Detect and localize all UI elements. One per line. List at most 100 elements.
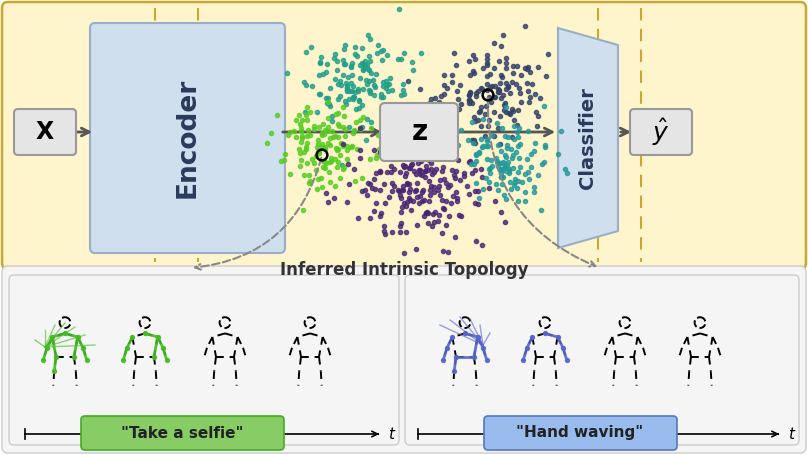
Point bbox=[340, 147, 353, 154]
Point bbox=[148, 353, 161, 360]
Point bbox=[419, 167, 431, 174]
Point bbox=[322, 95, 335, 102]
Point bbox=[366, 185, 379, 192]
Point bbox=[522, 87, 535, 95]
Point bbox=[539, 330, 552, 337]
Point bbox=[481, 56, 494, 63]
Point bbox=[485, 157, 498, 164]
Point bbox=[361, 179, 374, 187]
Point bbox=[477, 115, 490, 122]
Point bbox=[484, 164, 497, 172]
Point bbox=[496, 173, 509, 180]
Point bbox=[336, 124, 349, 131]
Point bbox=[414, 156, 427, 163]
Point bbox=[519, 23, 532, 30]
Point bbox=[331, 66, 344, 73]
Point bbox=[356, 66, 369, 73]
Point bbox=[506, 154, 519, 162]
Point bbox=[440, 197, 452, 205]
Point bbox=[337, 71, 350, 78]
Point bbox=[381, 168, 393, 175]
Point bbox=[345, 87, 358, 94]
Point bbox=[363, 78, 376, 85]
Point bbox=[522, 176, 535, 183]
Point bbox=[415, 188, 428, 196]
Point bbox=[433, 98, 446, 106]
Point bbox=[482, 165, 495, 172]
Point bbox=[296, 116, 309, 124]
Point bbox=[419, 167, 431, 174]
Point bbox=[353, 96, 366, 104]
Point bbox=[323, 168, 336, 175]
Point bbox=[535, 161, 548, 168]
Point bbox=[314, 91, 327, 98]
Point bbox=[471, 334, 484, 341]
Point bbox=[325, 154, 338, 162]
Point bbox=[416, 143, 429, 150]
Point bbox=[310, 167, 323, 174]
Point bbox=[300, 49, 313, 56]
Point bbox=[331, 159, 344, 166]
Point bbox=[271, 112, 284, 119]
Point bbox=[503, 169, 516, 177]
Point bbox=[345, 60, 358, 67]
Point bbox=[500, 65, 513, 72]
Point bbox=[395, 187, 408, 194]
Point bbox=[284, 170, 297, 177]
Point bbox=[354, 124, 367, 131]
Point bbox=[373, 167, 386, 175]
Point bbox=[499, 108, 512, 116]
Point bbox=[464, 157, 477, 165]
Point bbox=[274, 157, 287, 164]
Point bbox=[463, 190, 476, 197]
Point bbox=[77, 344, 90, 351]
Point bbox=[481, 155, 494, 162]
FancyBboxPatch shape bbox=[630, 109, 692, 155]
Point bbox=[451, 156, 464, 163]
Point bbox=[498, 161, 511, 168]
Point bbox=[426, 144, 439, 151]
Point bbox=[303, 108, 316, 116]
Point bbox=[339, 125, 351, 132]
Point bbox=[315, 174, 328, 182]
Point bbox=[464, 89, 477, 96]
Point bbox=[397, 101, 410, 109]
Point bbox=[310, 186, 323, 193]
Point bbox=[362, 87, 375, 94]
Point bbox=[417, 186, 430, 193]
Point bbox=[528, 139, 541, 147]
Point bbox=[554, 127, 567, 135]
Point bbox=[497, 191, 510, 198]
Point bbox=[524, 68, 537, 75]
Point bbox=[503, 168, 516, 175]
Point bbox=[347, 95, 360, 102]
Point bbox=[511, 133, 524, 141]
Point bbox=[381, 51, 393, 59]
Point bbox=[446, 167, 459, 174]
Point bbox=[329, 182, 342, 190]
Point bbox=[428, 208, 441, 216]
Point bbox=[498, 106, 511, 114]
Point bbox=[344, 144, 357, 151]
Point bbox=[337, 142, 350, 150]
Point bbox=[299, 146, 312, 153]
Point bbox=[504, 146, 517, 153]
Point bbox=[480, 61, 493, 69]
Point bbox=[422, 209, 435, 217]
Point bbox=[480, 59, 493, 66]
Point bbox=[479, 143, 492, 150]
Point bbox=[420, 209, 433, 217]
Point bbox=[423, 157, 436, 164]
Point bbox=[448, 233, 461, 241]
Point bbox=[410, 187, 423, 194]
Point bbox=[347, 126, 360, 134]
Point bbox=[479, 132, 492, 139]
Point bbox=[332, 121, 345, 128]
Point bbox=[328, 55, 341, 62]
Point bbox=[448, 174, 461, 181]
Point bbox=[473, 195, 486, 202]
Point bbox=[469, 139, 482, 147]
Point bbox=[510, 128, 523, 136]
Point bbox=[491, 187, 504, 194]
Point bbox=[400, 180, 413, 187]
